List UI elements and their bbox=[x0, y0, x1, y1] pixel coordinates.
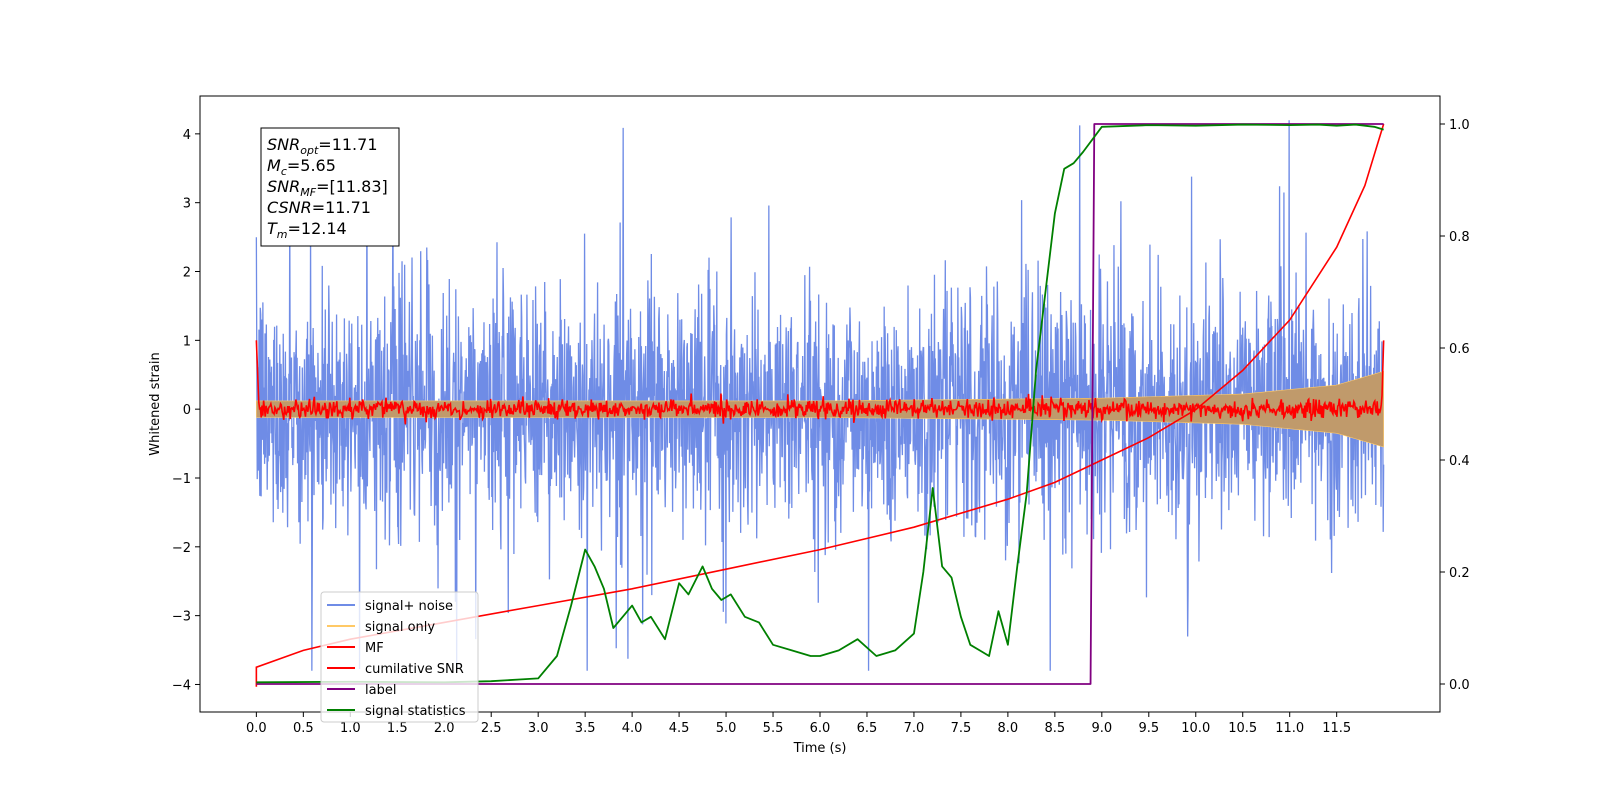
y-right-tick-label: 0.6 bbox=[1449, 342, 1470, 357]
series-mf-line bbox=[255, 340, 1385, 425]
x-tick-label: 9.0 bbox=[1091, 721, 1112, 736]
legend: signal+ noise signal only MF cumilative SNR… bbox=[320, 591, 479, 723]
y-right-tick-label: 0.4 bbox=[1449, 454, 1470, 469]
y-tick-label: 0 bbox=[183, 403, 191, 418]
legend-label: signal statistics bbox=[365, 704, 466, 719]
x-tick-label: 2.0 bbox=[434, 721, 455, 736]
x-tick-label: 3.0 bbox=[528, 721, 549, 736]
legend-label: signal only bbox=[365, 620, 435, 635]
x-tick-label: 4.0 bbox=[622, 721, 643, 736]
x-tick-label: 1.5 bbox=[387, 721, 408, 736]
y-tick-label: 2 bbox=[183, 266, 191, 281]
x-tick-label: 2.5 bbox=[481, 721, 502, 736]
ticks-layer: 0.0 0.5 1.0 1.5 2.0 2.5 3.0 3.5 4.0 4.5 5.0 5.5 6.0 6… bbox=[172, 118, 1470, 736]
annotation-line: CSNR=11.71 bbox=[267, 198, 371, 217]
annotation-line: SNRMF=[11.83] bbox=[267, 177, 388, 199]
x-tick-label: 0.5 bbox=[293, 721, 314, 736]
x-tick-label: 3.5 bbox=[575, 721, 596, 736]
annotation-frame bbox=[260, 127, 400, 247]
series-signal-statistics-line bbox=[256, 123, 1384, 684]
y-tick-label: −3 bbox=[172, 610, 191, 625]
x-tick-label: 6.0 bbox=[810, 721, 831, 736]
x-tick-label: 9.5 bbox=[1138, 721, 1159, 736]
y-right-tick-label: 0.2 bbox=[1449, 566, 1470, 581]
legend-frame bbox=[320, 591, 479, 723]
x-tick-label: 4.5 bbox=[669, 721, 690, 736]
x-tick-label: 8.5 bbox=[1045, 721, 1066, 736]
y-right-tick-label: 1.0 bbox=[1449, 118, 1470, 133]
y-tick-label: 4 bbox=[183, 128, 191, 143]
annotation-line: Tm=12.14 bbox=[267, 219, 347, 241]
legend-label: label bbox=[365, 683, 396, 698]
x-tick-label: 1.0 bbox=[340, 721, 361, 736]
y-right-tick-label: 0.8 bbox=[1449, 230, 1470, 245]
x-tick-label: 6.5 bbox=[857, 721, 878, 736]
annotation-line: Mc=5.65 bbox=[267, 156, 336, 178]
y-tick-label: 3 bbox=[183, 197, 191, 212]
x-tick-label: 7.5 bbox=[951, 721, 972, 736]
x-tick-label: 5.0 bbox=[716, 721, 737, 736]
x-tick-label: 8.0 bbox=[998, 721, 1019, 736]
x-tick-label: 10.5 bbox=[1228, 721, 1257, 736]
y-tick-label: −1 bbox=[172, 472, 191, 487]
legend-label: signal+ noise bbox=[365, 599, 453, 614]
y-tick-label: −4 bbox=[172, 678, 191, 693]
legend-label: MF bbox=[365, 641, 384, 656]
x-tick-label: 10.0 bbox=[1181, 721, 1210, 736]
annotation-box: SNRopt=11.71Mc=5.65SNRMF=[11.83]CSNR=11.… bbox=[260, 127, 400, 247]
x-tick-label: 11.5 bbox=[1322, 721, 1351, 736]
plot-layer bbox=[255, 120, 1385, 687]
y-tick-label: −2 bbox=[172, 541, 191, 556]
y-right-tick-label: 0.0 bbox=[1449, 678, 1470, 693]
annotation-line: SNRopt=11.71 bbox=[267, 135, 378, 157]
x-axis-label: Time (s) bbox=[793, 741, 847, 756]
y-tick-label: 1 bbox=[183, 334, 191, 349]
x-tick-label: 11.0 bbox=[1275, 721, 1304, 736]
legend-label: cumilative SNR bbox=[365, 662, 464, 677]
x-tick-label: 7.0 bbox=[904, 721, 925, 736]
y-axis-label: Whitened strain bbox=[148, 352, 163, 455]
x-tick-label: 0.0 bbox=[246, 721, 267, 736]
x-tick-label: 5.5 bbox=[763, 721, 784, 736]
